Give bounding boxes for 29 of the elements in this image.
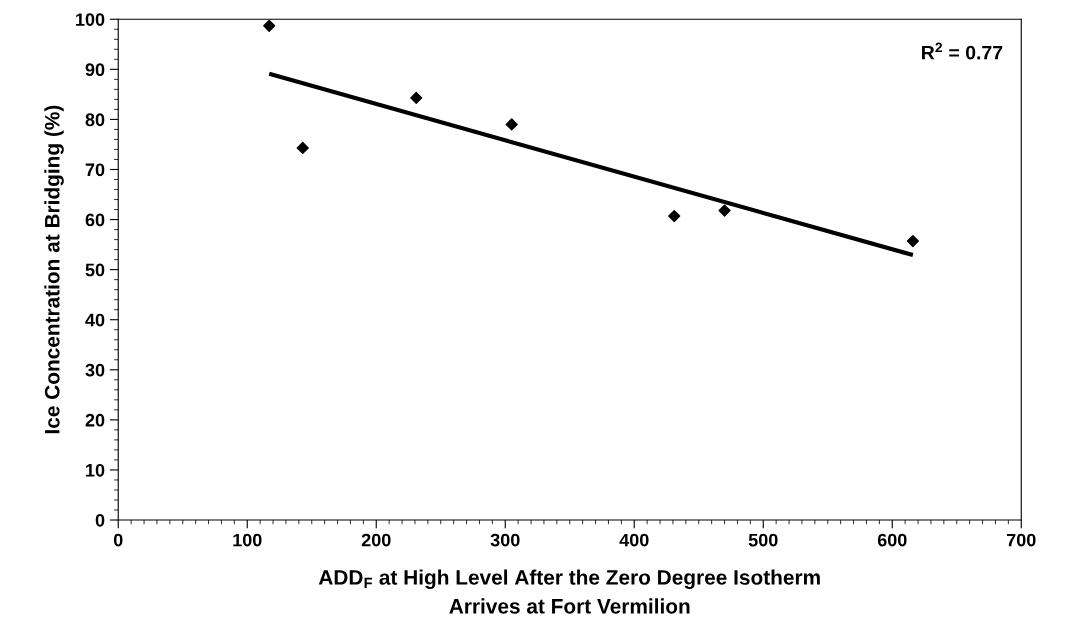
x-tick-label: 700 [1006, 533, 1036, 547]
point [906, 235, 919, 248]
y-tick-label: 70 [85, 163, 105, 177]
x-tick-label: 500 [748, 533, 778, 547]
point [410, 91, 423, 104]
x-tick-label: 200 [361, 533, 391, 547]
point [296, 141, 309, 155]
annotation: R$^{2}$ = 0.77 [922, 42, 1003, 60]
point [263, 19, 276, 32]
y-tick-label: 10 [86, 463, 105, 477]
y-tick-label: 80 [85, 113, 105, 127]
y-tick-label: 20 [85, 413, 105, 427]
x-tick-label: 300 [490, 533, 520, 547]
y-tick-label: 40 [85, 313, 105, 327]
x-axis-title: ADD$_{F}$ at High Level After the Zero Degree Isotherm Arrives at Fort Vermilion [318, 569, 820, 614]
x-tick-label: 400 [619, 533, 649, 547]
y-tick-label: 0 [95, 513, 105, 527]
x-tick-label: 100 [233, 533, 262, 547]
y-tick-label: 30 [85, 363, 105, 377]
y-tick-label: 90 [85, 63, 105, 77]
x-tick-label: 0 [113, 533, 123, 547]
point [668, 209, 681, 223]
y-tick-label: 50 [85, 263, 105, 277]
y-tick-label: 100 [76, 13, 105, 26]
point [505, 118, 518, 131]
point [718, 204, 731, 217]
x-tick-label: 600 [877, 533, 907, 547]
y-tick-label: 60 [85, 213, 105, 227]
y-axis-title: Ice Concentration at Bridging (%) [44, 105, 64, 434]
